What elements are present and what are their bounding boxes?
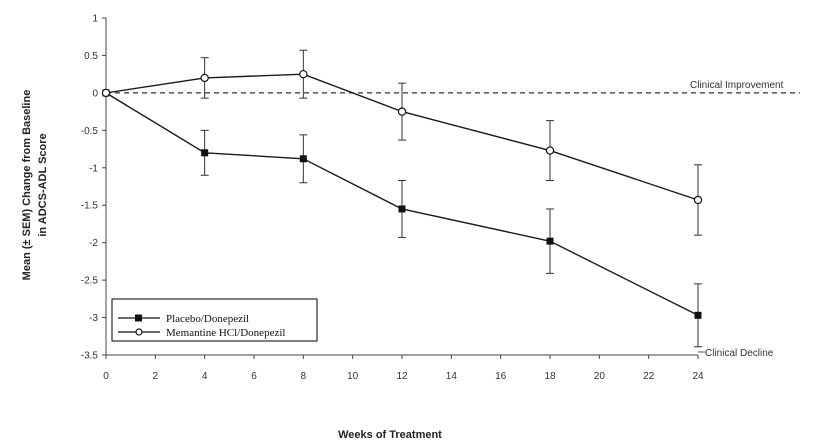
x-tick-label: 0 — [103, 371, 109, 382]
data-point-memantine — [693, 195, 703, 205]
y-tick-label: 1 — [92, 14, 98, 25]
y-axis-title-line1: Mean (± SEM) Change from Baseline — [21, 90, 33, 281]
y-tick-label: -1.5 — [81, 201, 99, 212]
x-tick-label: 6 — [251, 371, 257, 382]
clinical-decline-label: Clinical Decline — [705, 348, 774, 359]
data-point-placebo — [546, 237, 554, 245]
y-tick-label: -0.5 — [81, 126, 99, 137]
data-point-placebo — [694, 311, 702, 319]
data-point-memantine — [545, 146, 555, 155]
series-layer — [101, 49, 703, 348]
data-point-memantine — [101, 88, 111, 98]
series-line-memantine — [105, 73, 699, 201]
x-tick-label: 12 — [396, 371, 408, 382]
x-tick-label: 18 — [544, 371, 556, 382]
y-axis-title-line2: in ADCS-ADL Score — [37, 133, 49, 236]
x-tick-label: 20 — [594, 371, 606, 382]
legend-marker-memantine — [135, 328, 143, 336]
data-point-placebo — [398, 205, 406, 213]
data-point-placebo — [299, 155, 307, 163]
x-tick-label: 16 — [495, 371, 507, 382]
x-tick-label: 8 — [301, 371, 307, 382]
legend-box — [111, 298, 318, 342]
x-tick-label: 2 — [153, 371, 159, 382]
series-line-placebo — [105, 92, 699, 316]
series-placebo — [102, 89, 702, 348]
legend-marker-placebo — [135, 314, 142, 322]
x-tick-label: 4 — [202, 371, 208, 382]
legend-label-memantine: Memantine HCl/Donepezil — [166, 327, 285, 339]
y-tick-label: -2 — [89, 238, 98, 249]
x-axis-title: Weeks of Treatment — [338, 429, 442, 441]
data-point-memantine — [299, 69, 308, 79]
legend: Placebo/Donepezil Memantine HCl/Donepezi… — [111, 298, 318, 342]
data-point-memantine — [200, 73, 209, 83]
reference-layer — [106, 92, 800, 353]
clinical-improvement-label: Clinical Improvement — [690, 80, 784, 91]
axes: 10.50-0.5-1-1.5-2-2.5-3-3.50 2 4 6 8 10 12 14 16… — [81, 14, 704, 383]
y-tick-label: -1 — [89, 163, 98, 174]
x-tick-label: 14 — [446, 371, 458, 382]
series-memantine — [101, 49, 703, 236]
data-point-placebo — [201, 149, 209, 157]
y-tick-label: 0.5 — [84, 51, 98, 62]
y-tick-label: -2.5 — [81, 276, 99, 287]
x-tick-label: 10 — [347, 371, 359, 382]
y-tick-label: -3.5 — [81, 351, 99, 362]
data-point-memantine — [397, 107, 407, 116]
legend-label-placebo: Placebo/Donepezil — [166, 313, 249, 325]
x-tick-label: 22 — [643, 371, 655, 382]
x-tick-label: 24 — [692, 371, 704, 382]
y-tick-label: 0 — [92, 88, 98, 99]
y-tick-label: -3 — [89, 313, 98, 324]
